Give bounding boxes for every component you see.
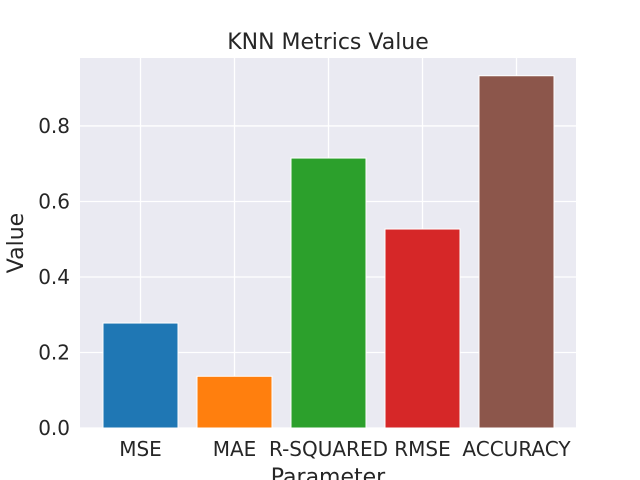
y-tick-label: 0.2	[38, 340, 70, 364]
y-axis-label: Value	[4, 213, 29, 273]
x-tick-label: ACCURACY	[462, 437, 571, 461]
x-tick-label: MAE	[213, 437, 257, 461]
bar-accuracy	[478, 75, 555, 429]
y-tick-label: 0.4	[38, 265, 70, 289]
bars	[102, 75, 555, 429]
bar-rmse	[384, 228, 461, 429]
y-tick-label: 0.8	[38, 114, 70, 138]
x-tick-label: R-SQUARED	[269, 437, 388, 461]
y-tick-label: 0.6	[38, 189, 70, 213]
x-tick-label: RMSE	[394, 437, 450, 461]
y-tick-labels: 0.0 0.2 0.4 0.6 0.8	[38, 114, 70, 440]
y-tick-label: 0.0	[38, 416, 70, 440]
x-tick-labels: MSE MAE R-SQUARED RMSE ACCURACY	[119, 437, 571, 461]
chart-title: KNN Metrics Value	[227, 30, 429, 55]
bar-r-squared	[290, 157, 367, 429]
x-tick-label: MSE	[119, 437, 162, 461]
x-axis-label: Parameter	[271, 465, 386, 480]
bar-mae	[196, 375, 273, 429]
bar-mse	[102, 322, 179, 429]
